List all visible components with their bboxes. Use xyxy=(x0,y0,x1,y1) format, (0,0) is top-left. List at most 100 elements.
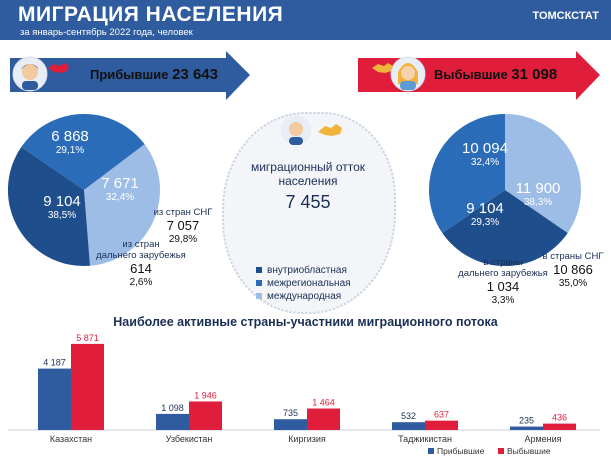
left-far-pct: 2,6% xyxy=(129,276,153,288)
left-cis-pct: 29,8% xyxy=(168,233,198,245)
bar-legend-label: Выбывшие xyxy=(507,446,551,456)
left-pie-slice-intra xyxy=(7,147,90,267)
left-slice-intl-value: 7 671 xyxy=(101,175,139,192)
right-cis-note: в страны СНГ 10 866 35,0% xyxy=(538,251,608,289)
left-pie-slice-inter xyxy=(84,114,145,190)
bar-departures-3 xyxy=(425,420,458,430)
bar-value-label: 637 xyxy=(434,410,449,420)
right-slice-1-value: 10 094 xyxy=(462,140,508,157)
legend-swatch-intra xyxy=(256,267,262,274)
bar-legend-label: Прибывшие xyxy=(437,446,485,456)
bar-arrivals-2 xyxy=(274,419,307,430)
center-line1: миграционный отток xyxy=(250,160,366,174)
bar-departures-2 xyxy=(307,408,340,430)
right-pie xyxy=(428,113,582,267)
right-slice-2-value: 9 104 xyxy=(466,200,504,217)
center-block: миграционный отток населения 7 455 xyxy=(238,160,378,213)
bar-value-label: 436 xyxy=(552,413,567,423)
bar-departures-1 xyxy=(189,401,222,430)
bar-value-label: 5 871 xyxy=(76,333,99,343)
right-far-value: 1 034 xyxy=(486,278,520,294)
legend-item-intra: внутриобластная xyxy=(256,265,347,276)
bar-value-label: 1 946 xyxy=(194,390,217,400)
legend-label-inter: межрегиональная xyxy=(267,278,351,289)
map-icon-right xyxy=(372,63,393,73)
right-slice-3-label: 11 900 38,3% xyxy=(498,180,578,209)
bar-value-label: 235 xyxy=(519,416,534,426)
departures-label-text: Выбывшие xyxy=(434,67,508,82)
arrivals-label-text: Прибывшие xyxy=(90,67,169,82)
right-far-label1: в страны xyxy=(483,257,523,268)
bar-legend-swatch xyxy=(498,448,504,454)
bar-chart-title: Наиболее активные страны-участники мигра… xyxy=(113,315,498,329)
center-icons xyxy=(281,115,342,145)
left-pie xyxy=(7,113,161,267)
bar-value-label: 532 xyxy=(401,411,416,421)
right-slice-3-value: 11 900 xyxy=(515,180,561,197)
departures-label: Выбывшие 31 098 xyxy=(434,66,557,83)
left-far-value: 614 xyxy=(130,260,152,276)
right-pie-slice-intl xyxy=(428,113,505,233)
left-pie-slice-intl xyxy=(84,144,161,266)
region-map-outline xyxy=(222,112,396,314)
person-woman-icon xyxy=(390,56,426,92)
bar-arrivals-3 xyxy=(392,422,425,430)
bar-value-label: 1 464 xyxy=(312,398,335,408)
legend-item-inter: межрегиональная xyxy=(256,278,351,289)
bar-value-label: 4 187 xyxy=(43,358,66,368)
right-slice-2-label: 9 104 29,3% xyxy=(445,200,525,229)
legend-item-intl: международная xyxy=(256,291,341,302)
bar-legend-swatch xyxy=(428,448,434,454)
left-slice-inter-value: 6 868 xyxy=(51,128,89,145)
right-pie-slice-intra xyxy=(505,113,582,233)
right-slice-3-pct: 38,3% xyxy=(523,197,553,209)
bar-arrivals-0 xyxy=(38,368,71,430)
legend-label-intra: внутриобластная xyxy=(267,265,347,276)
category-label: Киргизия xyxy=(288,434,326,444)
left-slice-intra-pct: 38,5% xyxy=(47,210,77,222)
category-label: Таджикистан xyxy=(398,434,452,444)
left-pie-slice-inter-b xyxy=(21,113,84,190)
right-cis-value: 10 866 xyxy=(553,261,593,277)
right-slice-1-pct: 32,4% xyxy=(470,157,500,169)
bar-arrivals-4 xyxy=(510,426,543,430)
bar-departures-4 xyxy=(543,423,576,430)
right-cis-pct: 35,0% xyxy=(558,277,588,289)
left-slice-intra-label: 9 104 38,5% xyxy=(22,193,102,222)
left-cis-value: 7 057 xyxy=(166,217,200,233)
arrivals-arrow xyxy=(10,51,250,100)
bar-value-label: 1 098 xyxy=(161,403,184,413)
person-man-icon xyxy=(12,56,48,92)
bar-arrivals-1 xyxy=(156,413,189,430)
map-icon-left xyxy=(48,63,69,73)
left-far-label1: из стран xyxy=(122,239,160,250)
legend-swatch-inter xyxy=(256,280,262,287)
right-slice-2-pct: 29,3% xyxy=(470,217,500,229)
right-pie-slice-inter xyxy=(442,190,568,267)
left-far-note: из стран дальнего зарубежья 614 2,6% xyxy=(96,239,186,288)
page-title: МИГРАЦИЯ НАСЕЛЕНИЯ xyxy=(18,3,284,26)
arrivals-total: 23 643 xyxy=(172,66,218,83)
center-line2: населения xyxy=(278,174,338,189)
page-subtitle: за январь-сентябрь 2022 года, человек xyxy=(20,27,193,38)
left-cis-note: из стран СНГ 7 057 29,8% xyxy=(148,207,218,245)
right-far-note: в страны дальнего зарубежья 1 034 3,3% xyxy=(458,257,548,306)
center-value: 7 455 xyxy=(285,191,331,212)
legend-swatch-intl xyxy=(256,293,262,300)
header-bar xyxy=(0,0,611,40)
person-center-icon xyxy=(281,115,311,145)
left-slice-intra-value: 9 104 xyxy=(43,193,81,210)
left-cis-label: из стран СНГ xyxy=(153,207,213,218)
legend-label-intl: международная xyxy=(267,291,342,302)
brand-label: ТОМСКСТАТ xyxy=(532,10,600,22)
right-slice-1-label: 10 094 32,4% xyxy=(445,140,525,169)
left-slice-inter-label: 6 868 29,1% xyxy=(30,128,110,157)
right-far-label2: дальнего зарубежья xyxy=(458,267,548,279)
right-cis-label: в страны СНГ xyxy=(542,251,604,262)
category-label: Армения xyxy=(524,434,561,444)
category-label: Узбекистан xyxy=(166,434,213,444)
arrows-layer xyxy=(10,51,600,100)
left-slice-intl-label: 7 671 32,4% xyxy=(80,175,160,204)
bar-departures-0 xyxy=(71,343,104,430)
right-far-pct: 3,3% xyxy=(491,294,515,306)
